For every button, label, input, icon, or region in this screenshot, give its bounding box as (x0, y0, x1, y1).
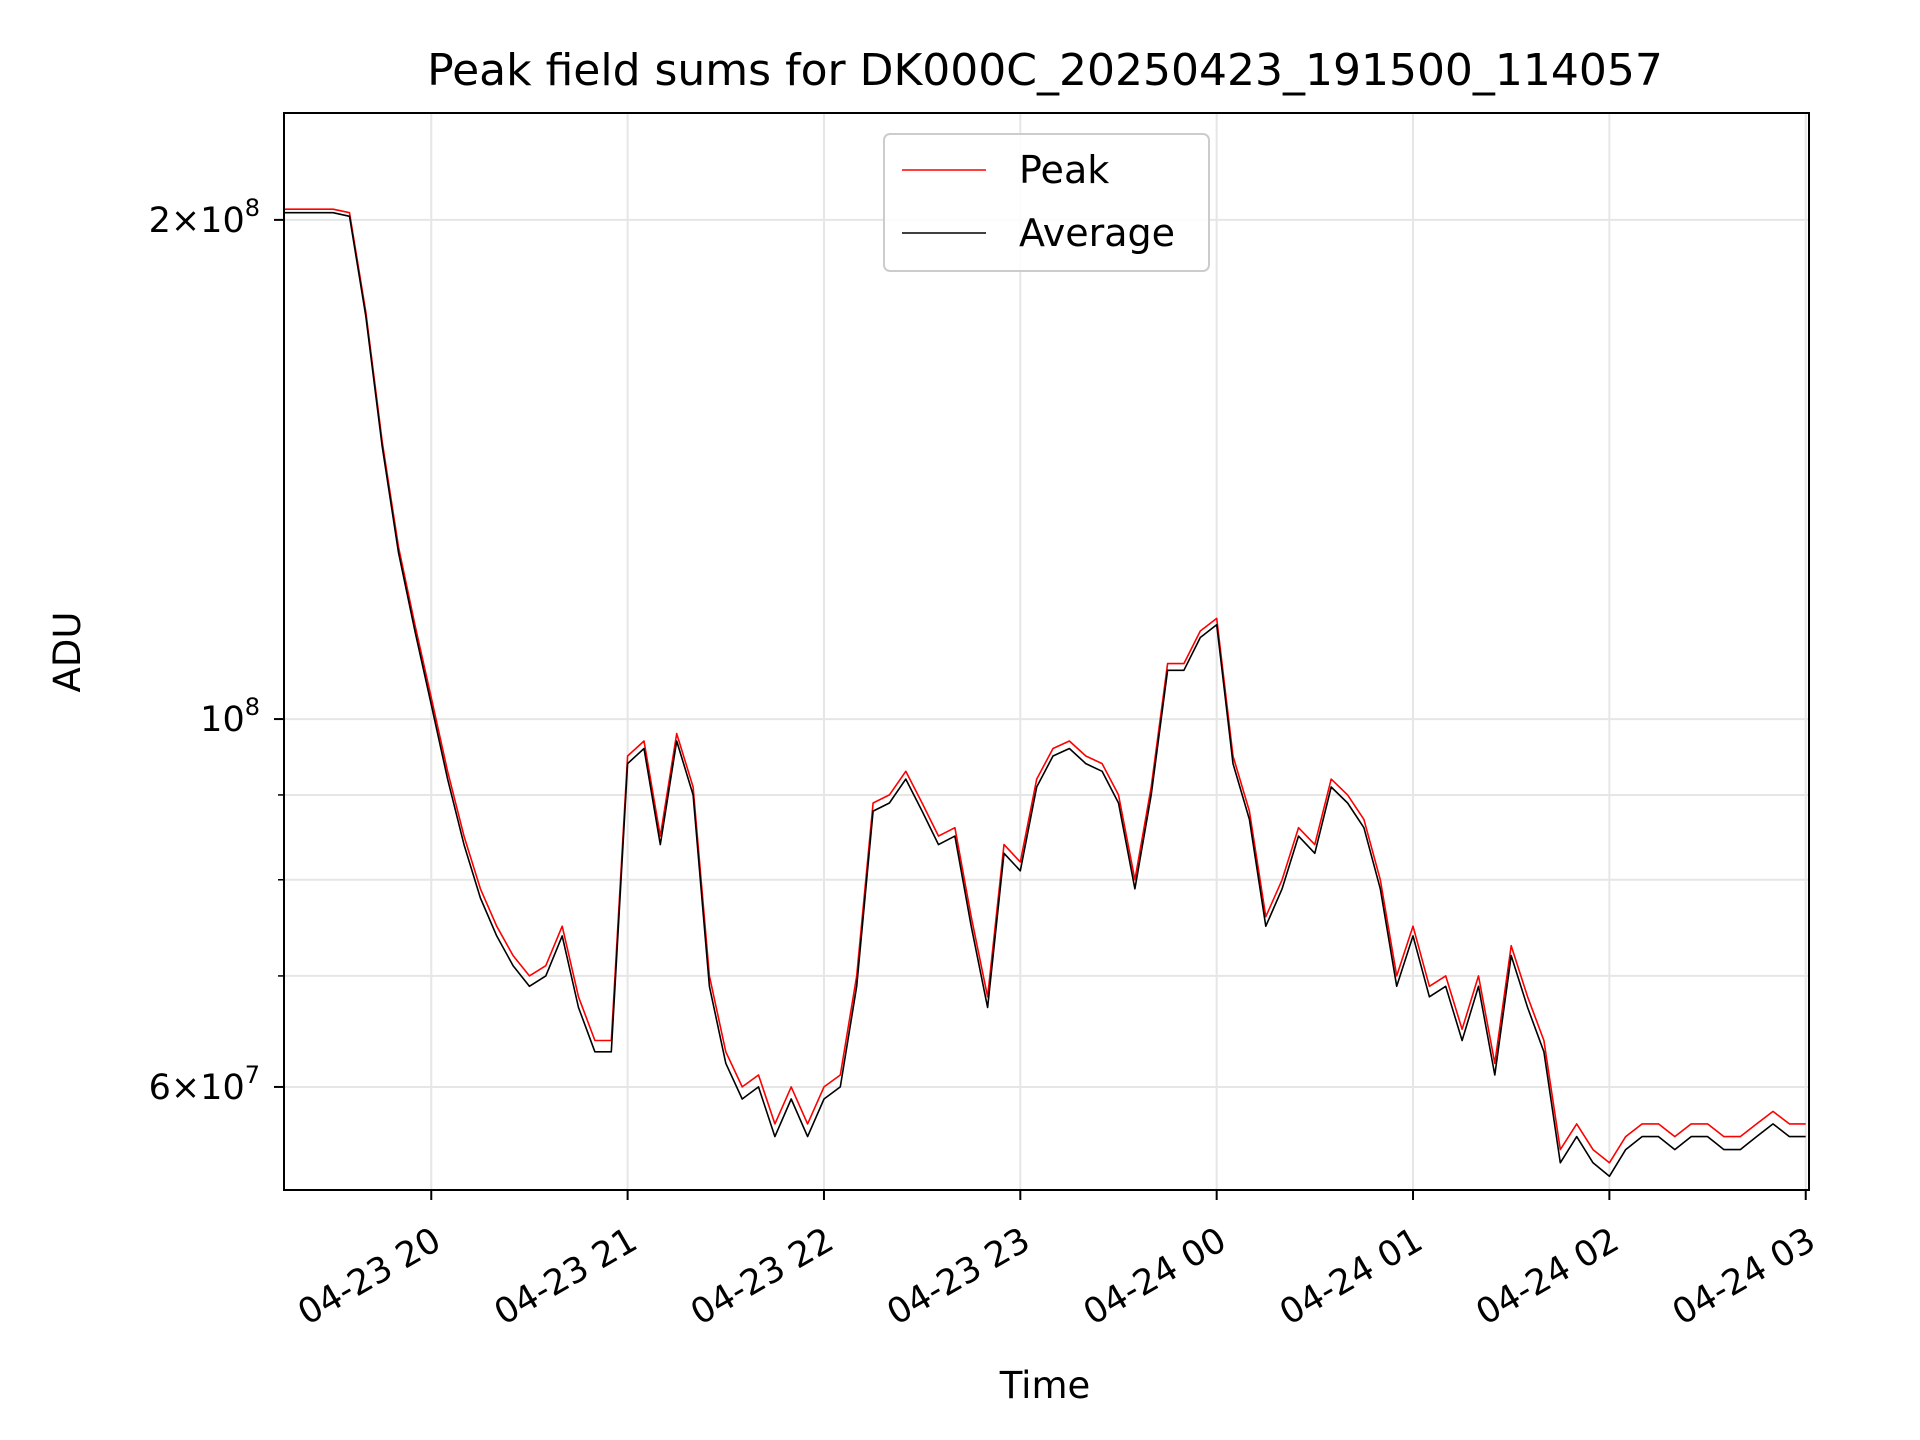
plot-series (284, 208, 1806, 1178)
y-axis-ticks: 2×108 108 6×107 (149, 194, 284, 1108)
series-line-peak (284, 208, 1806, 1164)
grid-lines (284, 113, 1809, 1190)
legend-label-peak: Peak (1019, 148, 1109, 192)
chart-title: Peak field sums for DK000C_20250423_1915… (427, 45, 1663, 96)
y-tick-label: 108 (200, 693, 260, 740)
series-line-average (284, 211, 1806, 1178)
y-tick-label: 2×108 (149, 194, 260, 241)
x-axis-label: Time (999, 1364, 1091, 1407)
y-axis-label: ADU (46, 612, 89, 693)
legend-label-average: Average (1019, 211, 1175, 255)
y-tick-label: 6×107 (149, 1061, 260, 1108)
plot-frame (283, 112, 1810, 1191)
legend-box (883, 133, 1210, 272)
legend: Peak Average (883, 133, 1210, 272)
